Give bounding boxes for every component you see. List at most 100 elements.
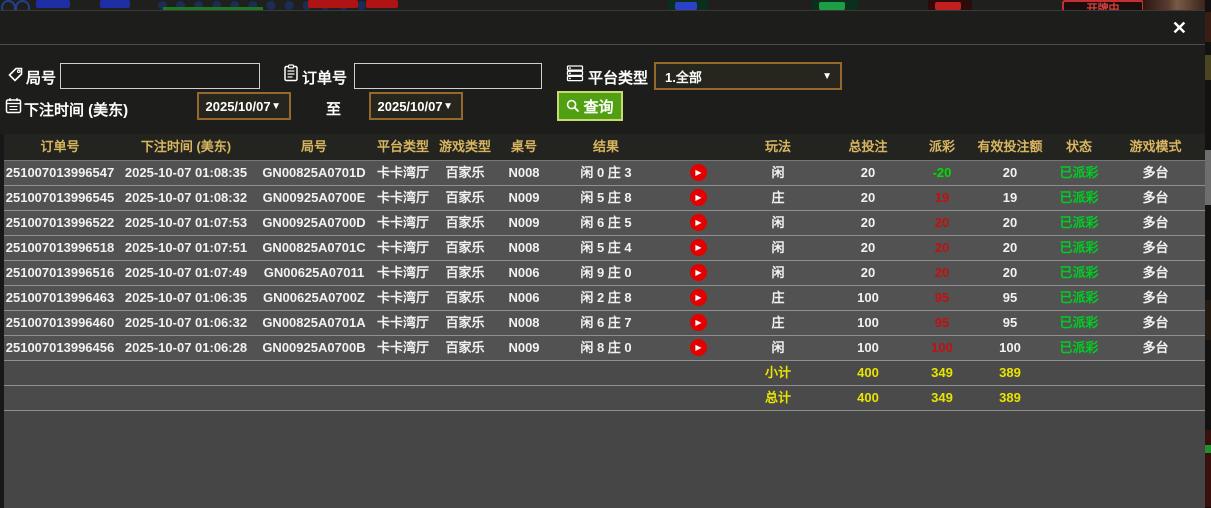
cell-payout: 20 [934, 215, 950, 230]
clipboard-icon [283, 64, 299, 82]
cell-game-type: 百家乐 [445, 340, 485, 355]
background-banker-badge [928, 0, 972, 12]
cell-result: 闲 6 庄 7 [580, 315, 632, 330]
calendar-icon [5, 97, 22, 114]
cell-game-no: GN00925A0700B [262, 340, 366, 355]
cell-game-type: 百家乐 [445, 265, 485, 280]
table-row: 251007013996460 2025-10-07 01:06:32 GN0082… [4, 311, 1205, 336]
play-video-button[interactable]: ▶ [660, 286, 736, 310]
play-video-button[interactable]: ▶ [660, 311, 736, 335]
summary-spacer [1052, 386, 1205, 410]
cell-mode: 多台 [1142, 290, 1169, 305]
tag-icon [7, 66, 24, 83]
game-no-label: 局号 [26, 70, 57, 87]
cell-order-no: 251007013996518 [5, 240, 115, 255]
cell-game-no: GN00625A0700Z [263, 290, 365, 305]
cell-bet-time: 2025-10-07 01:07:49 [124, 265, 248, 280]
cell-play: 庄 [771, 315, 785, 330]
cell-table-no: N006 [508, 290, 540, 305]
cell-order-no: 251007013996456 [5, 340, 115, 355]
date-range-to-label: 至 [326, 101, 342, 118]
play-video-button[interactable]: ▶ [660, 261, 736, 285]
cell-platform: 卡卡湾厅 [376, 340, 429, 355]
cell-result: 闲 6 庄 5 [580, 215, 632, 230]
table-row: 251007013996547 2025-10-07 01:08:35 GN0082… [4, 161, 1205, 186]
date-from-picker[interactable]: 2025/10/07 ▼ [197, 92, 291, 120]
table-header: 订单号 下注时间 (美东) 局号 平台类型 游戏类型 桌号 结果 玩法 总投注 派彩 有效投注额 状态… [4, 134, 1205, 161]
close-button[interactable]: ✕ [1172, 19, 1187, 37]
play-icon: ▶ [689, 239, 707, 257]
column-header: 桌号 [510, 139, 537, 154]
cell-bet-time: 2025-10-07 01:06:32 [124, 315, 248, 330]
cell-game-no: GN00625A07011 [263, 265, 365, 280]
cell-game-no: GN00825A0701D [262, 165, 366, 180]
cell-platform: 卡卡湾厅 [376, 190, 429, 205]
play-video-button[interactable]: ▶ [660, 336, 736, 360]
background-video-feed [1143, 0, 1205, 13]
subtotal-label: 小计 [764, 365, 791, 380]
cell-table-no: N009 [508, 215, 540, 230]
bet-records-dialog: ✕ 局号 订单号 平台类型 1.全部 ▼ 下注时间 (美东) 2025/10/0… [0, 10, 1205, 508]
cell-status: 已派彩 [1059, 340, 1099, 355]
cell-bet-time: 2025-10-07 01:07:51 [124, 240, 248, 255]
order-no-input[interactable] [354, 63, 542, 89]
cell-status: 已派彩 [1059, 165, 1099, 180]
column-header: 玩法 [764, 139, 791, 154]
cell-status: 已派彩 [1059, 215, 1099, 230]
cell-valid-bet: 20 [1002, 240, 1018, 255]
play-icon: ▶ [689, 289, 707, 307]
subtotal-total-bet: 400 [857, 365, 879, 380]
table-row: 251007013996518 2025-10-07 01:07:51 GN0082… [4, 236, 1205, 261]
cell-game-type: 百家乐 [445, 215, 485, 230]
cell-mode: 多台 [1142, 240, 1169, 255]
column-header: 有效投注额 [977, 139, 1043, 154]
background-fragment [1205, 150, 1211, 205]
cell-order-no: 251007013996516 [5, 265, 115, 280]
cell-play: 闲 [771, 240, 785, 255]
cell-mode: 多台 [1142, 340, 1169, 355]
background-fragment [1205, 12, 1211, 42]
cell-game-type: 百家乐 [445, 240, 485, 255]
cell-table-no: N006 [508, 265, 540, 280]
cell-payout: 19 [934, 190, 950, 205]
cell-total-bet: 20 [860, 265, 876, 280]
column-header: 派彩 [928, 139, 955, 154]
cell-table-no: N008 [508, 315, 540, 330]
play-video-button[interactable]: ▶ [660, 161, 736, 185]
cell-mode: 多台 [1142, 265, 1169, 280]
background-fragment [1205, 445, 1211, 453]
background-fragment [163, 7, 263, 11]
date-from-value: 2025/10/07 [205, 98, 271, 114]
background-fragment [15, 0, 30, 13]
cell-total-bet: 20 [860, 240, 876, 255]
cell-platform: 卡卡湾厅 [376, 265, 429, 280]
cell-table-no: N009 [508, 190, 540, 205]
cell-total-bet: 100 [857, 315, 879, 330]
platform-type-select[interactable]: 1.全部 ▼ [654, 62, 842, 90]
summary-spacer [1052, 361, 1205, 385]
cell-mode: 多台 [1142, 215, 1169, 230]
close-icon: ✕ [1171, 18, 1187, 38]
cell-play: 庄 [771, 290, 785, 305]
game-no-input[interactable] [60, 63, 260, 89]
background-fragment [1205, 55, 1211, 80]
play-video-button[interactable]: ▶ [660, 211, 736, 235]
table-row: 251007013996522 2025-10-07 01:07:53 GN0092… [4, 211, 1205, 236]
total-payout: 349 [931, 390, 953, 405]
chevron-down-icon: ▼ [271, 100, 281, 112]
query-button[interactable]: 查询 [557, 91, 623, 121]
table-body: 251007013996547 2025-10-07 01:08:35 GN0082… [4, 161, 1205, 361]
background-fragment [366, 0, 398, 8]
cell-result: 闲 5 庄 4 [580, 240, 632, 255]
date-to-picker[interactable]: 2025/10/07 ▼ [369, 92, 463, 120]
subtotal-row: 小计 400 349 389 [4, 361, 1205, 386]
background-right-sliver [1205, 0, 1211, 507]
cell-result: 闲 9 庄 0 [580, 265, 632, 280]
query-button-label: 查询 [583, 98, 614, 116]
table-empty-area [4, 411, 1205, 508]
play-video-button[interactable]: ▶ [660, 236, 736, 260]
cell-game-type: 百家乐 [445, 190, 485, 205]
cell-status: 已派彩 [1059, 190, 1099, 205]
play-video-button[interactable]: ▶ [660, 186, 736, 210]
play-icon: ▶ [689, 339, 707, 357]
